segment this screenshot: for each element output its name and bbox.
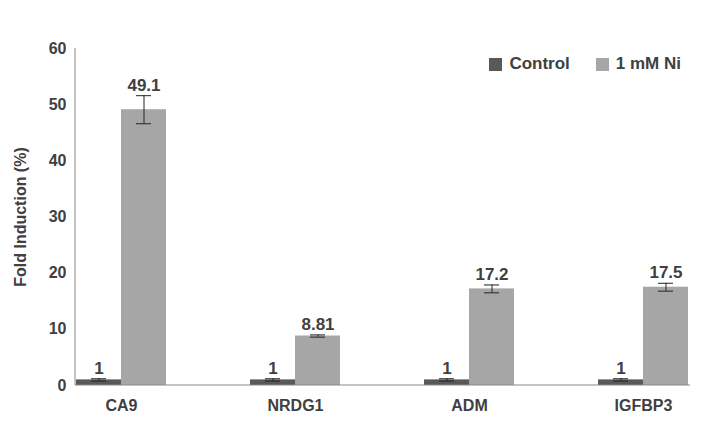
svg-text:17.2: 17.2: [475, 265, 508, 284]
svg-text:10: 10: [49, 320, 67, 337]
svg-text:Fold Induction (%): Fold Induction (%): [12, 147, 29, 287]
svg-text:1: 1: [616, 359, 625, 378]
svg-text:40: 40: [49, 152, 67, 169]
svg-text:ADM: ADM: [451, 397, 487, 414]
svg-text:17.5: 17.5: [649, 263, 682, 282]
svg-text:8.81: 8.81: [301, 315, 334, 334]
svg-text:1: 1: [94, 359, 103, 378]
html-text:Control: Control: [509, 54, 570, 73]
svg-text:CA9: CA9: [105, 397, 137, 414]
svg-text:NRDG1: NRDG1: [267, 397, 323, 414]
svg-text:49.1: 49.1: [127, 76, 160, 95]
svg-text:50: 50: [49, 96, 67, 113]
svg-text:1: 1: [268, 359, 277, 378]
svg-text:IGFBP3: IGFBP3: [615, 397, 673, 414]
svg-text:30: 30: [49, 208, 67, 225]
svg-text:20: 20: [49, 264, 67, 281]
svg-text:1: 1: [442, 359, 451, 378]
svg-text:0: 0: [58, 377, 67, 394]
html-text:1 mM Ni: 1 mM Ni: [615, 54, 681, 73]
svg-text:60: 60: [49, 40, 67, 57]
